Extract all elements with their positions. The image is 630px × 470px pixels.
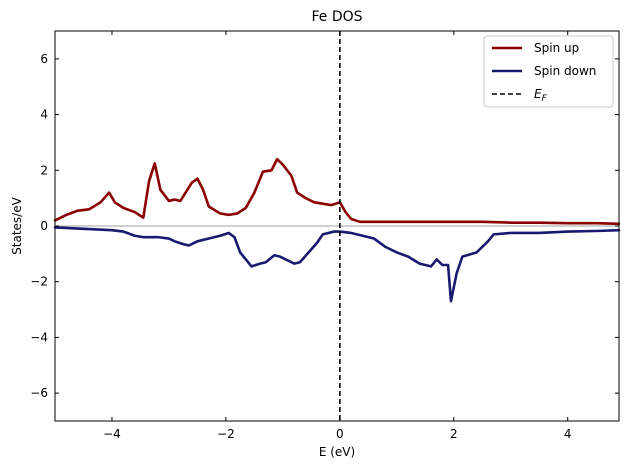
y-tick-label: 0 [40, 219, 48, 233]
y-tick-label: −6 [30, 386, 48, 400]
x-tick-label: −4 [103, 427, 121, 441]
plot-area: −4 −2 0 2 4 −6 −4 −2 0 2 4 6 [30, 30, 621, 441]
y-tick-label: 6 [40, 52, 48, 66]
x-tick-label: 2 [450, 427, 458, 441]
legend-label: Spin down [534, 64, 596, 78]
y-axis-label: States/eV [10, 196, 24, 254]
legend-label: Spin up [534, 41, 579, 55]
x-tick-label: 4 [564, 427, 572, 441]
x-axis-label: E (eV) [319, 445, 355, 459]
y-tick-label: −2 [30, 275, 48, 289]
legend-label: EF [534, 87, 548, 104]
legend: Spin up Spin down EF [483, 35, 614, 108]
x-tick-label: −2 [217, 427, 235, 441]
x-tick-label: 0 [336, 427, 344, 441]
legend-box [483, 35, 614, 108]
series-line-1 [53, 226, 621, 303]
y-tick-label: −4 [30, 330, 48, 344]
chart-title: Fe DOS [311, 9, 362, 25]
y-tick-label: 4 [40, 108, 48, 122]
y-tick-label: 2 [40, 163, 48, 177]
series-line-0 [53, 157, 621, 226]
